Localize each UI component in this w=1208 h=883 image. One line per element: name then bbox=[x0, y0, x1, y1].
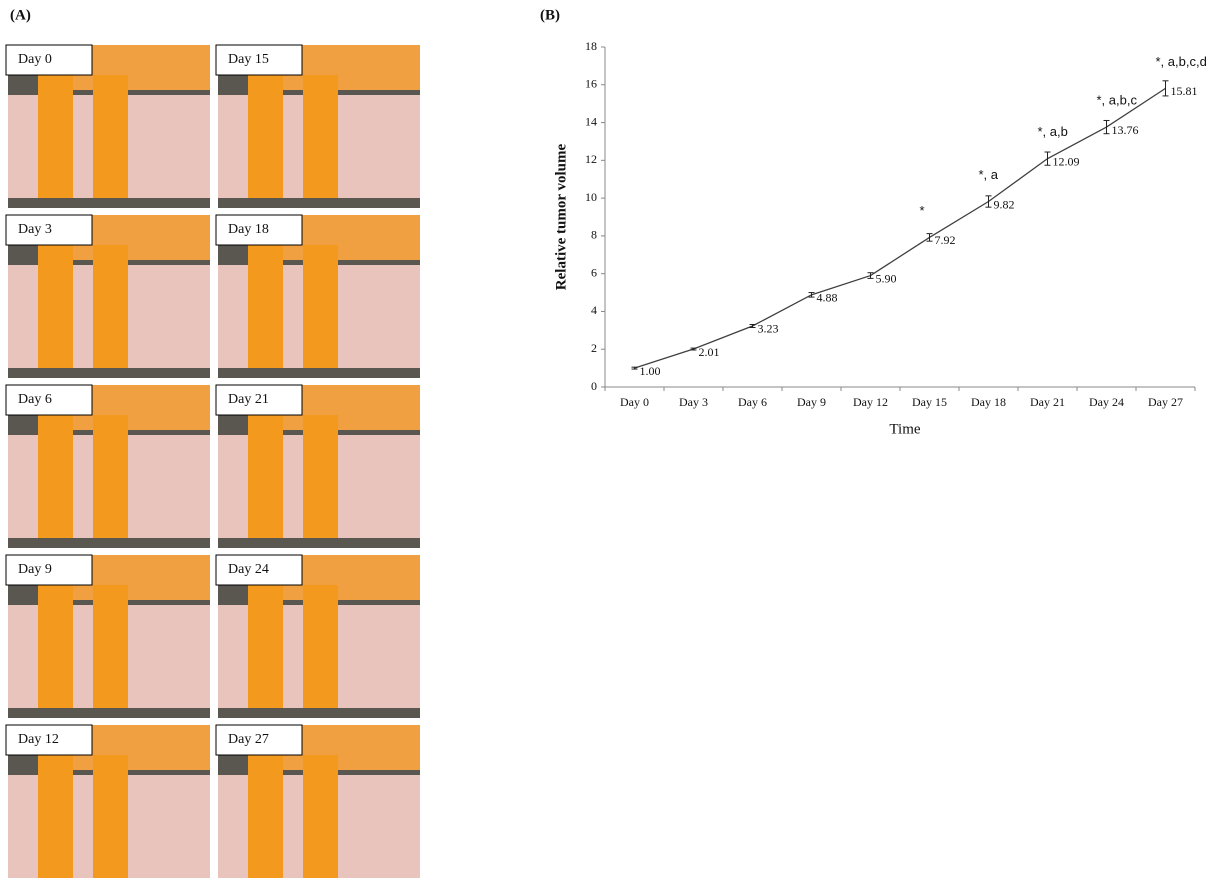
photo: Day 3 bbox=[6, 215, 210, 378]
caliper bbox=[303, 75, 338, 198]
photo-label: Day 15 bbox=[228, 52, 269, 67]
figure: (A) (B) Time Relative tumor volume Day 0… bbox=[0, 0, 1208, 878]
photo-label: Day 27 bbox=[228, 732, 269, 747]
panel-label: (B) bbox=[540, 7, 560, 23]
photo: Day 12 bbox=[6, 725, 210, 878]
caliper bbox=[248, 755, 283, 878]
x-tick-label: Day 9 bbox=[797, 395, 826, 409]
y-tick-label: 18 bbox=[585, 39, 597, 53]
y-tick-label: 0 bbox=[591, 379, 597, 393]
y-tick-label: 10 bbox=[585, 190, 597, 204]
x-tick-label: Day 27 bbox=[1148, 395, 1183, 409]
significance-label: *, a,b,c bbox=[1097, 93, 1138, 108]
photo: Day 24 bbox=[216, 555, 420, 718]
caliper bbox=[248, 415, 283, 538]
caliper bbox=[38, 755, 73, 878]
photo-label: Day 21 bbox=[228, 392, 269, 407]
value-label: 7.92 bbox=[935, 233, 956, 247]
photo-label: Day 0 bbox=[18, 52, 52, 67]
y-tick-label: 8 bbox=[591, 228, 597, 242]
significance-label: *, a,b,c,d bbox=[1156, 54, 1207, 69]
value-label: 5.90 bbox=[876, 271, 897, 285]
caliper bbox=[93, 415, 128, 538]
significance-label: * bbox=[920, 203, 925, 218]
y-tick-label: 2 bbox=[591, 341, 597, 355]
significance-label: *, a bbox=[979, 167, 999, 182]
photo: Day 0 bbox=[6, 45, 210, 208]
caliper bbox=[303, 245, 338, 368]
photo: Day 27 bbox=[216, 725, 420, 878]
caliper bbox=[38, 75, 73, 198]
significance-label: *, a,b bbox=[1038, 124, 1068, 139]
caliper bbox=[38, 415, 73, 538]
photo-label: Day 12 bbox=[18, 732, 59, 747]
x-tick-label: Day 3 bbox=[679, 395, 708, 409]
photo-label: Day 18 bbox=[228, 222, 269, 237]
x-axis-title: Time bbox=[889, 421, 920, 437]
error-bar bbox=[750, 324, 756, 327]
caliper bbox=[93, 585, 128, 708]
value-label: 1.00 bbox=[640, 364, 661, 378]
error-bar bbox=[927, 234, 933, 242]
value-label: 3.23 bbox=[758, 322, 779, 336]
y-tick-label: 14 bbox=[585, 114, 597, 128]
value-label: 13.76 bbox=[1112, 123, 1139, 137]
caliper bbox=[248, 75, 283, 198]
caliper bbox=[303, 755, 338, 878]
photo-label: Day 6 bbox=[18, 392, 52, 407]
photo: Day 15 bbox=[216, 45, 420, 208]
photo: Day 21 bbox=[216, 385, 420, 548]
x-tick-label: Day 15 bbox=[912, 395, 947, 409]
data-line bbox=[635, 88, 1166, 368]
x-tick-label: Day 0 bbox=[620, 395, 649, 409]
photo-label: Day 9 bbox=[18, 562, 52, 577]
value-label: 4.88 bbox=[817, 291, 838, 305]
x-tick-label: Day 6 bbox=[738, 395, 767, 409]
photo: Day 9 bbox=[6, 555, 210, 718]
y-tick-label: 6 bbox=[591, 265, 597, 279]
photo-label: Day 3 bbox=[18, 222, 52, 237]
error-bar bbox=[1104, 120, 1110, 133]
value-label: 15.81 bbox=[1171, 84, 1198, 98]
photo: Day 18 bbox=[216, 215, 420, 378]
caliper bbox=[248, 245, 283, 368]
photo: Day 6 bbox=[6, 385, 210, 548]
y-axis-title: Relative tumor volume bbox=[553, 143, 569, 290]
x-tick-label: Day 21 bbox=[1030, 395, 1065, 409]
y-tick-label: 16 bbox=[585, 77, 597, 91]
caliper bbox=[93, 75, 128, 198]
x-tick-label: Day 24 bbox=[1089, 395, 1124, 409]
caliper bbox=[248, 585, 283, 708]
value-label: 12.09 bbox=[1053, 154, 1080, 168]
y-tick-label: 12 bbox=[585, 152, 597, 166]
caliper bbox=[303, 585, 338, 708]
caliper bbox=[38, 585, 73, 708]
x-tick-label: Day 12 bbox=[853, 395, 888, 409]
error-bar bbox=[1163, 81, 1169, 96]
caliper bbox=[93, 245, 128, 368]
caliper bbox=[38, 245, 73, 368]
error-bar bbox=[986, 196, 992, 207]
photo-label: Day 24 bbox=[228, 562, 269, 577]
value-label: 2.01 bbox=[699, 345, 720, 359]
y-tick-label: 4 bbox=[591, 303, 597, 317]
value-label: 9.82 bbox=[994, 197, 1015, 211]
caliper bbox=[303, 415, 338, 538]
caliper bbox=[93, 755, 128, 878]
panel-label: (A) bbox=[10, 7, 31, 23]
x-tick-label: Day 18 bbox=[971, 395, 1006, 409]
error-bar bbox=[1045, 152, 1051, 165]
